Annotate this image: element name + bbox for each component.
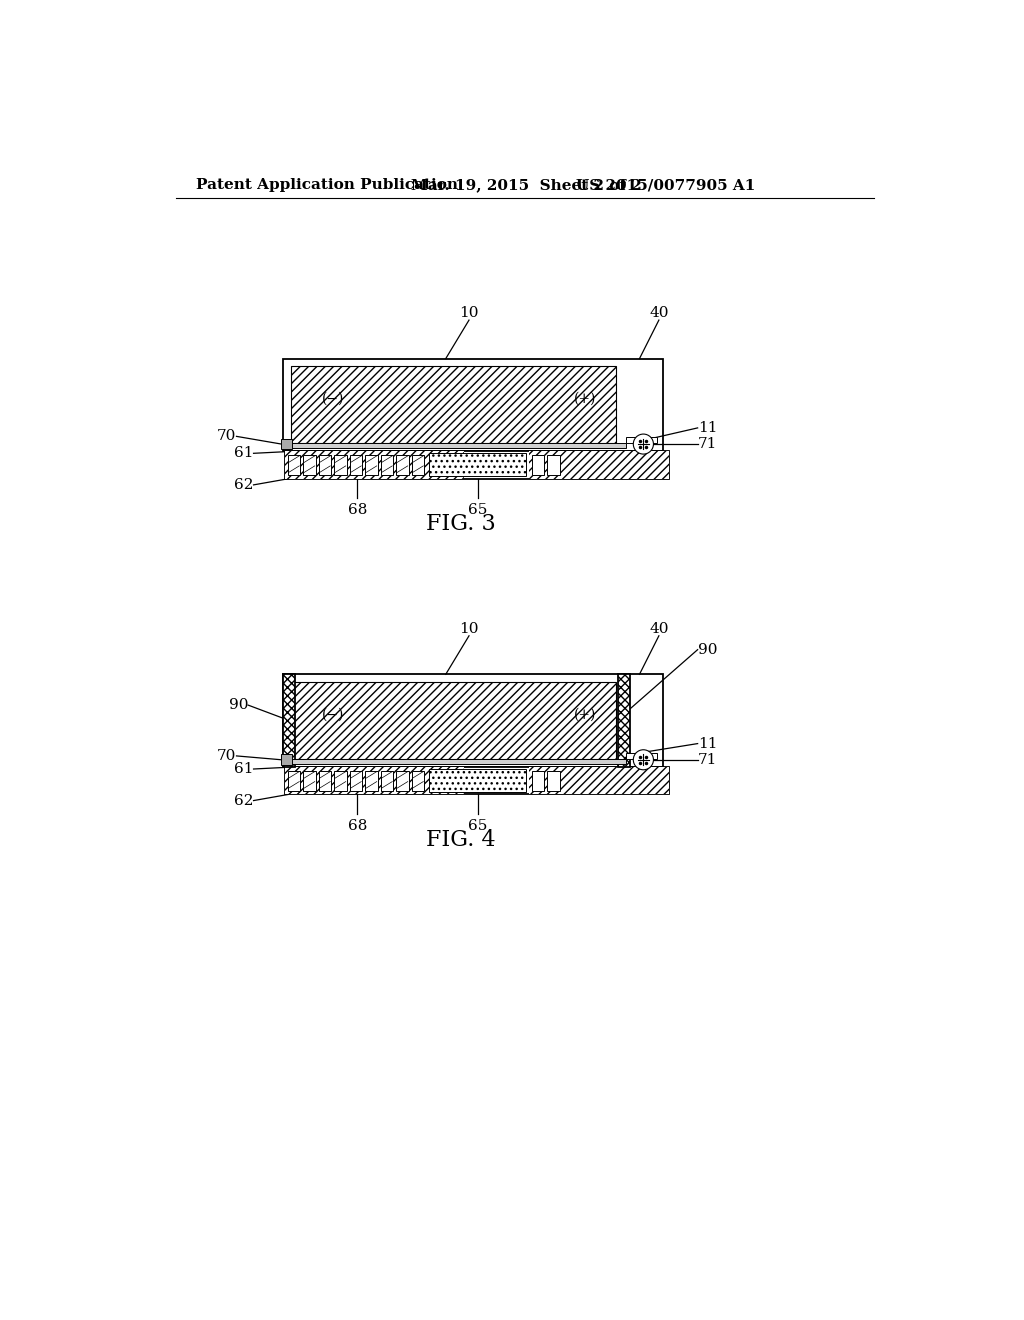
Text: 71: 71 <box>697 437 717 451</box>
Bar <box>412 771 424 791</box>
Bar <box>547 771 560 791</box>
Text: 71: 71 <box>697 752 717 767</box>
Text: 61: 61 <box>234 762 254 776</box>
Text: 10: 10 <box>459 306 479 321</box>
Bar <box>366 771 378 791</box>
Text: Mar. 19, 2015  Sheet 2 of 2: Mar. 19, 2015 Sheet 2 of 2 <box>411 178 642 193</box>
Bar <box>617 675 630 767</box>
Bar <box>291 759 626 763</box>
Bar <box>283 359 663 451</box>
Text: (−): (−) <box>323 392 344 405</box>
Bar <box>396 771 409 791</box>
Bar <box>366 455 378 475</box>
Bar <box>429 453 525 477</box>
Bar <box>396 455 409 475</box>
Text: 65: 65 <box>468 503 487 517</box>
Bar <box>547 455 560 475</box>
Text: FIG. 4: FIG. 4 <box>426 829 496 851</box>
Text: (−): (−) <box>323 708 344 721</box>
Text: 90: 90 <box>697 643 717 656</box>
Bar <box>288 455 300 475</box>
Bar <box>381 771 393 791</box>
Bar <box>303 455 315 475</box>
Bar <box>291 444 626 447</box>
Bar <box>288 771 300 791</box>
Bar <box>531 771 544 791</box>
Circle shape <box>633 750 653 770</box>
Text: US 2015/0077905 A1: US 2015/0077905 A1 <box>575 178 756 193</box>
Text: 68: 68 <box>348 503 367 517</box>
Bar <box>626 752 656 759</box>
Text: 62: 62 <box>234 793 254 808</box>
Bar <box>318 771 331 791</box>
Bar <box>291 682 616 759</box>
Bar <box>285 451 669 479</box>
Text: 68: 68 <box>348 818 367 833</box>
Text: 10: 10 <box>459 622 479 636</box>
Bar <box>303 771 315 791</box>
Bar <box>285 767 464 795</box>
Bar <box>412 455 424 475</box>
Text: 11: 11 <box>697 737 717 751</box>
Bar <box>285 767 669 795</box>
Text: (+): (+) <box>574 708 596 721</box>
Bar <box>334 771 346 791</box>
Bar <box>283 675 663 767</box>
Text: Patent Application Publication: Patent Application Publication <box>197 178 458 193</box>
Bar <box>381 455 393 475</box>
Bar <box>528 451 669 479</box>
Text: 90: 90 <box>228 698 248 711</box>
Text: 11: 11 <box>697 421 717 434</box>
Text: 61: 61 <box>234 446 254 461</box>
Bar <box>285 451 464 479</box>
Bar <box>291 367 616 444</box>
Bar <box>318 455 331 475</box>
Bar <box>282 438 292 449</box>
Bar <box>349 455 362 475</box>
Bar <box>528 767 669 795</box>
Bar <box>283 675 295 767</box>
Bar <box>429 770 525 792</box>
Bar <box>282 755 292 766</box>
Bar <box>349 771 362 791</box>
Text: 62: 62 <box>234 478 254 492</box>
Text: 70: 70 <box>217 748 237 763</box>
Text: 40: 40 <box>649 306 669 321</box>
Circle shape <box>633 434 653 454</box>
Bar <box>531 455 544 475</box>
Text: FIG. 3: FIG. 3 <box>426 513 496 535</box>
Text: 70: 70 <box>217 429 237 444</box>
Text: (+): (+) <box>574 392 596 405</box>
Bar <box>626 437 656 444</box>
Text: 65: 65 <box>468 818 487 833</box>
Text: 40: 40 <box>649 622 669 636</box>
Bar <box>334 455 346 475</box>
